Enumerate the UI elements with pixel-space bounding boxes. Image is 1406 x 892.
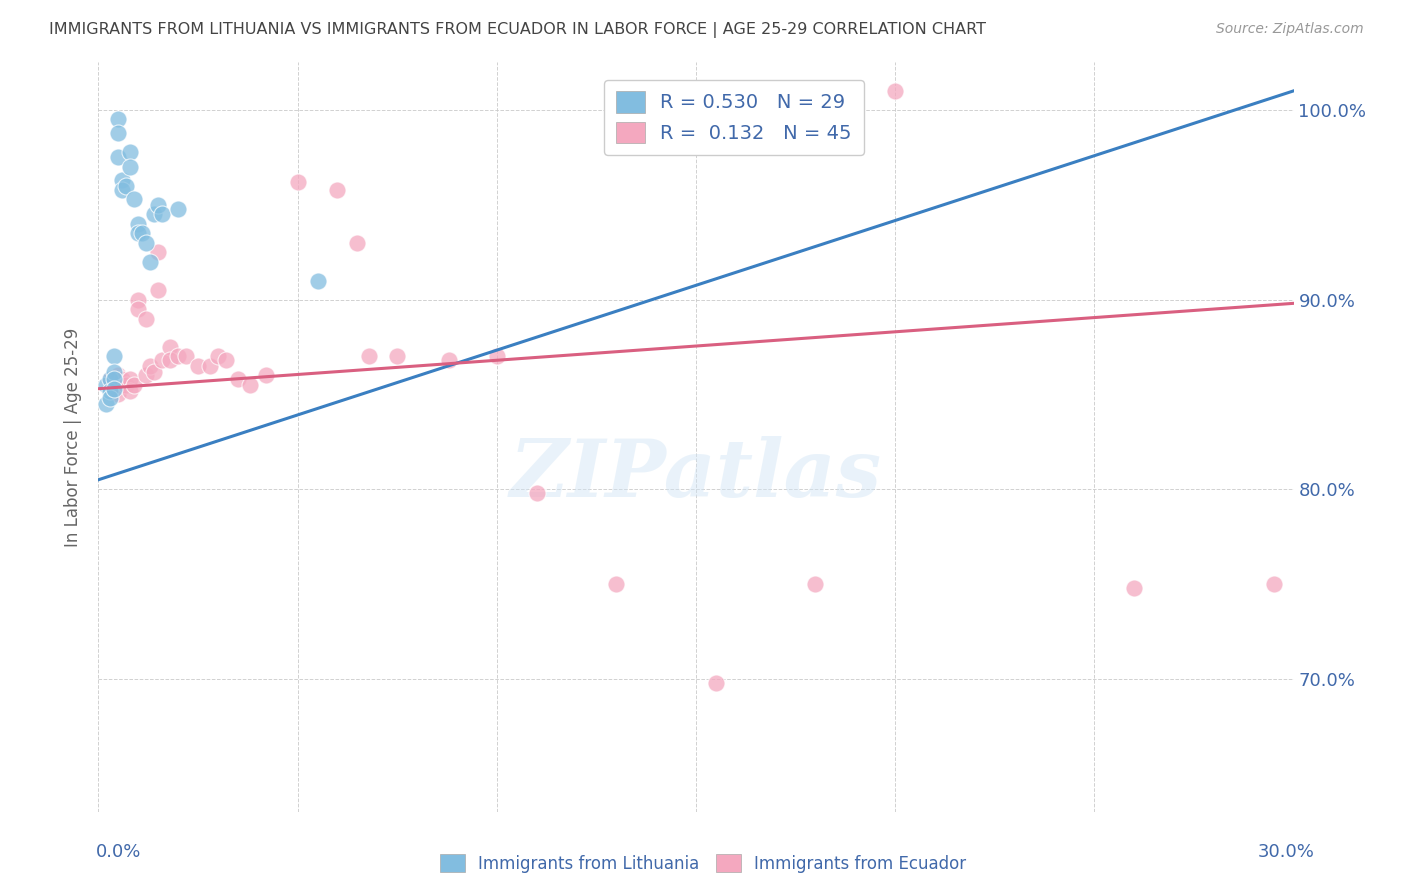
Text: 0.0%: 0.0% <box>96 843 141 861</box>
Point <box>135 368 157 383</box>
Point <box>804 577 827 591</box>
Point <box>148 197 170 211</box>
Point <box>198 359 221 373</box>
Point <box>150 353 173 368</box>
Point <box>307 274 329 288</box>
Point <box>148 245 170 260</box>
Point <box>226 372 249 386</box>
Point <box>107 126 129 140</box>
Point <box>254 368 277 383</box>
Point <box>135 311 157 326</box>
Point <box>437 353 460 368</box>
Text: IMMIGRANTS FROM LITHUANIA VS IMMIGRANTS FROM ECUADOR IN LABOR FORCE | AGE 25-29 : IMMIGRANTS FROM LITHUANIA VS IMMIGRANTS … <box>49 22 986 38</box>
Point <box>96 397 118 411</box>
Legend: R = 0.530   N = 29, R =  0.132   N = 45: R = 0.530 N = 29, R = 0.132 N = 45 <box>605 79 863 155</box>
Point <box>115 378 138 392</box>
Point <box>143 365 166 379</box>
Point <box>103 382 125 396</box>
Point <box>111 372 134 386</box>
Point <box>103 378 125 392</box>
Point <box>103 350 125 364</box>
Point <box>127 217 149 231</box>
Point <box>107 387 129 401</box>
Point <box>127 226 149 240</box>
Point <box>120 145 142 159</box>
Point <box>103 372 125 386</box>
Point <box>215 353 238 368</box>
Point <box>131 226 153 240</box>
Point <box>107 112 129 127</box>
Point <box>207 350 229 364</box>
Point <box>124 378 146 392</box>
Point <box>127 301 149 316</box>
Point <box>485 350 508 364</box>
Point <box>120 160 142 174</box>
Point <box>98 384 122 398</box>
Point <box>605 577 627 591</box>
Y-axis label: In Labor Force | Age 25-29: In Labor Force | Age 25-29 <box>65 327 83 547</box>
Point <box>98 372 122 386</box>
Point <box>150 207 173 221</box>
Point <box>159 340 181 354</box>
Point <box>287 175 309 189</box>
Point <box>111 173 134 187</box>
Point <box>148 283 170 297</box>
Point <box>98 372 122 386</box>
Point <box>143 207 166 221</box>
Point <box>704 675 727 690</box>
Point <box>167 202 190 216</box>
Point <box>135 235 157 250</box>
Point <box>526 486 548 500</box>
Point <box>107 378 129 392</box>
Point <box>120 384 142 398</box>
Point <box>1123 581 1146 595</box>
Point <box>1263 577 1285 591</box>
Point <box>385 350 409 364</box>
Point <box>139 359 162 373</box>
Point <box>174 350 197 364</box>
Point <box>124 192 146 206</box>
Point <box>107 150 129 164</box>
Text: ZIPatlas: ZIPatlas <box>510 436 882 513</box>
Point <box>127 293 149 307</box>
Point <box>745 94 768 108</box>
Point <box>107 368 129 383</box>
Point <box>159 353 181 368</box>
Point <box>884 84 907 98</box>
Point <box>139 254 162 268</box>
Point <box>167 350 190 364</box>
Point <box>115 178 138 193</box>
Point <box>187 359 209 373</box>
Point <box>239 378 262 392</box>
Text: 30.0%: 30.0% <box>1258 843 1315 861</box>
Point <box>346 235 368 250</box>
Point <box>120 372 142 386</box>
Point <box>98 391 122 405</box>
Legend: Immigrants from Lithuania, Immigrants from Ecuador: Immigrants from Lithuania, Immigrants fr… <box>433 847 973 880</box>
Text: Source: ZipAtlas.com: Source: ZipAtlas.com <box>1216 22 1364 37</box>
Point <box>103 365 125 379</box>
Point <box>96 378 118 392</box>
Point <box>359 350 381 364</box>
Point <box>326 182 349 196</box>
Point <box>103 384 125 398</box>
Point <box>111 182 134 196</box>
